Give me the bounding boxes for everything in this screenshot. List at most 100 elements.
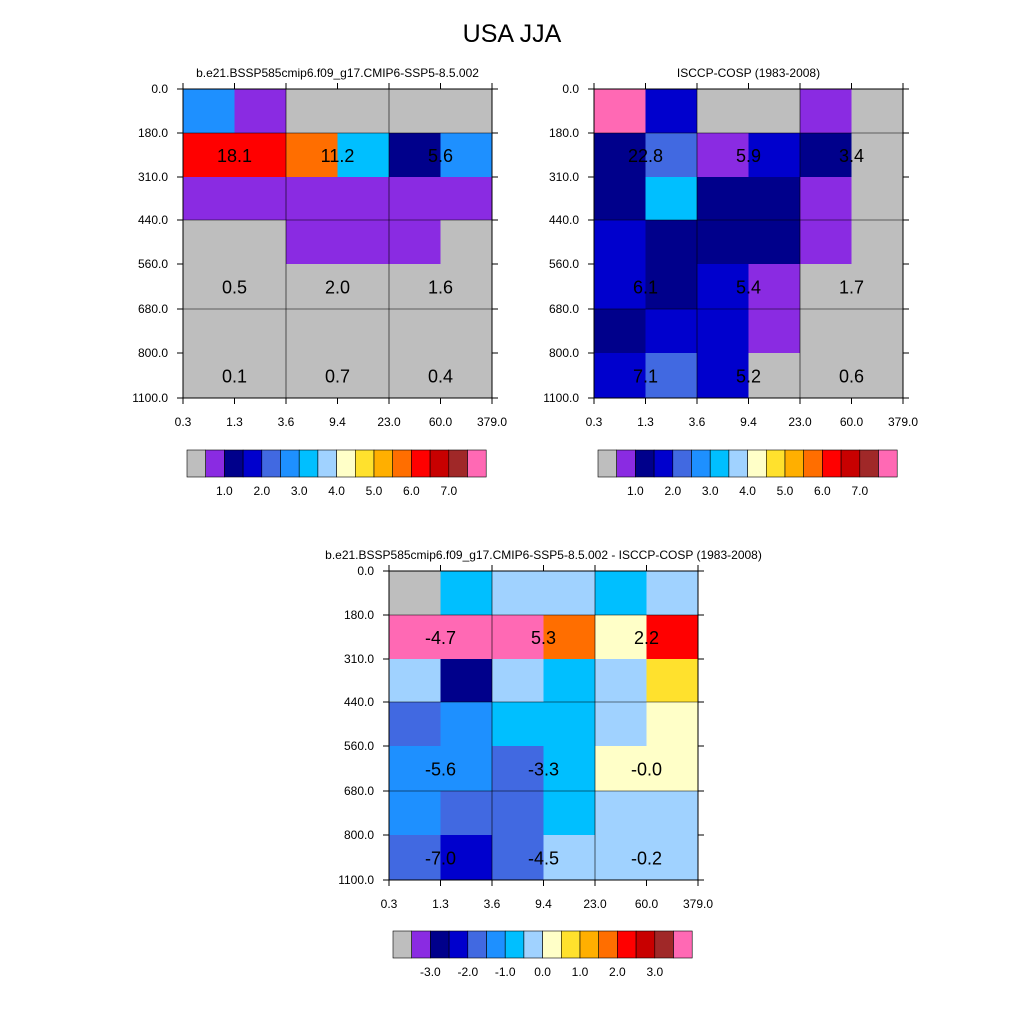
colorbar-swatch xyxy=(411,449,431,478)
y-tick-label: 1100.0 xyxy=(132,391,168,405)
colorbar-swatch xyxy=(486,930,506,959)
cell-value-label: -5.6 xyxy=(425,760,456,780)
heatmap-cell xyxy=(286,133,338,178)
heatmap-cell xyxy=(337,177,390,221)
heatmap-cell xyxy=(286,220,338,265)
colorbar-swatch xyxy=(672,449,692,478)
cell-value-label: 1.6 xyxy=(428,278,453,298)
cell-value-label: 0.6 xyxy=(839,367,864,387)
heatmap-cell xyxy=(645,220,698,265)
heatmap-cell xyxy=(337,309,390,354)
heatmap-cell xyxy=(697,353,749,399)
heatmap-cell xyxy=(440,791,493,836)
heatmap-cell xyxy=(389,746,441,792)
y-tick-label: 1100.0 xyxy=(543,391,579,405)
cell-value-label: -0.0 xyxy=(631,760,662,780)
colorbar: 1.0 2.0 3.0 4.0 5.0 6.0 7.0 xyxy=(597,449,898,498)
heatmap-cell xyxy=(440,353,493,399)
cell-value-label: 5.9 xyxy=(736,146,761,166)
colorbar-swatch xyxy=(504,930,525,959)
heatmap-cell xyxy=(183,264,235,310)
y-tick-label: 800.0 xyxy=(549,346,579,360)
colorbar-label: 3.0 xyxy=(702,484,719,498)
heatmap-cell xyxy=(594,133,646,178)
cell-value-label: 22.8 xyxy=(628,146,663,166)
heatmap-cell xyxy=(595,571,647,616)
cell-value-label: -0.2 xyxy=(631,849,662,869)
colorbar-swatch xyxy=(747,449,767,478)
heatmap-cell xyxy=(389,702,441,747)
y-tick-label: 0.0 xyxy=(562,82,579,96)
y-tick-label: 680.0 xyxy=(549,302,579,316)
x-tick-label: 23.0 xyxy=(788,415,812,429)
heatmap-cell xyxy=(800,309,852,354)
heatmap-cell xyxy=(337,220,390,265)
heatmap-cell xyxy=(645,309,698,354)
cell-value-label: -7.0 xyxy=(425,849,456,869)
colorbar-swatch xyxy=(298,449,319,478)
x-tick-label: 60.0 xyxy=(429,415,453,429)
cell-value-label: 2.2 xyxy=(634,628,659,648)
heatmap-cell xyxy=(440,702,493,747)
heatmap-cell xyxy=(594,89,646,134)
heatmap-cell xyxy=(697,309,749,354)
heatmap-cell xyxy=(440,309,493,354)
heatmap-cell xyxy=(594,177,646,221)
colorbar-label: 3.0 xyxy=(646,965,663,979)
colorbar-swatch xyxy=(411,930,431,959)
heatmap-cell xyxy=(234,133,287,178)
colorbar-swatch xyxy=(635,449,655,478)
heatmap-cell xyxy=(800,133,852,178)
colorbar-swatch xyxy=(673,930,693,959)
heatmap-cell xyxy=(543,571,596,616)
colorbar-label: 6.0 xyxy=(814,484,831,498)
colorbar-label: 5.0 xyxy=(366,484,383,498)
heatmap-cell xyxy=(234,177,287,221)
x-tick-label: 0.3 xyxy=(381,897,398,911)
cell-value-label: 5.2 xyxy=(736,367,761,387)
heatmap-cell xyxy=(492,835,544,881)
colorbar-label: 6.0 xyxy=(403,484,420,498)
cell-value-label: 5.6 xyxy=(428,146,453,166)
heatmap-cell xyxy=(851,177,904,221)
y-tick-label: 180.0 xyxy=(344,608,374,622)
colorbar-swatch xyxy=(392,449,412,478)
heatmap-cell xyxy=(286,177,338,221)
colorbar-swatch xyxy=(598,930,618,959)
x-tick-label: 9.4 xyxy=(329,415,346,429)
y-tick-label: 560.0 xyxy=(549,257,579,271)
x-tick-label: 23.0 xyxy=(377,415,401,429)
heatmap-cell xyxy=(389,791,441,836)
colorbar-label: 1.0 xyxy=(572,965,589,979)
heatmap-cell xyxy=(492,746,544,792)
x-tick-label: 1.3 xyxy=(432,897,449,911)
heatmap-cell xyxy=(800,264,852,310)
y-tick-label: 180.0 xyxy=(549,126,579,140)
colorbar-swatch xyxy=(242,449,263,478)
heatmap-cell xyxy=(645,264,698,310)
heatmap-cell xyxy=(595,659,647,703)
x-tick-label: 379.0 xyxy=(477,415,507,429)
x-tick-label: 60.0 xyxy=(840,415,864,429)
x-tick-label: 379.0 xyxy=(888,415,918,429)
heatmap-cell xyxy=(645,89,698,134)
heatmap-cell xyxy=(234,264,287,310)
y-tick-label: 680.0 xyxy=(344,784,374,798)
heatmap-cell xyxy=(183,353,235,399)
colorbar-swatch xyxy=(560,930,581,959)
x-tick-label: 1.3 xyxy=(226,415,243,429)
colorbar-swatch xyxy=(336,449,356,478)
heatmap-cell xyxy=(492,571,544,616)
colorbar-label: 0.0 xyxy=(534,965,551,979)
heatmap-cell xyxy=(851,264,904,310)
y-tick-label: 310.0 xyxy=(138,170,168,184)
heatmap-cell xyxy=(697,177,749,221)
colorbar-swatch xyxy=(542,930,562,959)
colorbar-swatch xyxy=(261,449,281,478)
colorbar-swatch xyxy=(728,449,748,478)
heatmap-cell xyxy=(389,220,441,265)
colorbar-swatch xyxy=(822,449,842,478)
colorbar-label: 4.0 xyxy=(328,484,345,498)
heatmap-cell xyxy=(286,89,338,134)
y-tick-label: 0.0 xyxy=(357,564,374,578)
